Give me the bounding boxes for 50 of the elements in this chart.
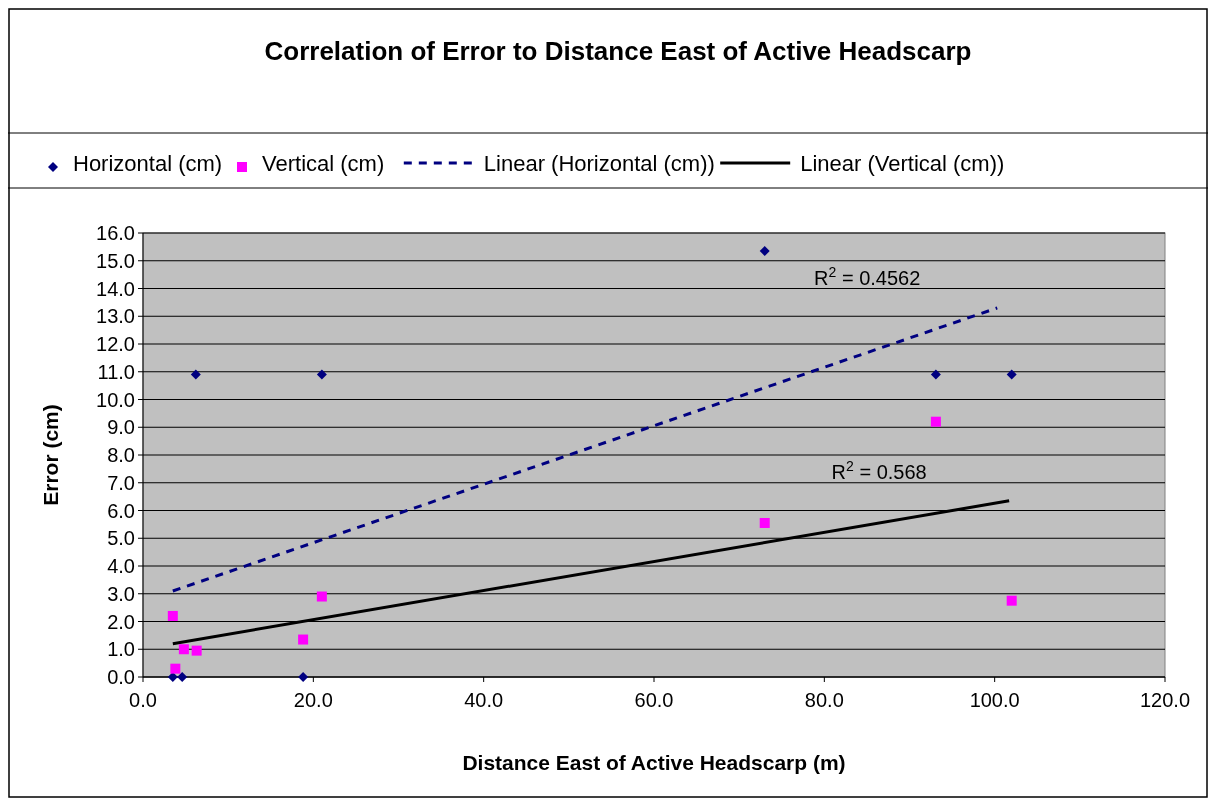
point: [191, 645, 202, 656]
point: [178, 644, 189, 655]
y-tick-label: 16.0: [96, 222, 135, 244]
point: [170, 663, 181, 674]
y-tick-label: 2.0: [107, 610, 135, 633]
x-tick-label: 120.0: [1139, 689, 1191, 711]
x-tick-label: 40.0: [464, 689, 504, 711]
point: [167, 672, 178, 682]
y-tick-label: 11.0: [97, 360, 135, 383]
point: [1006, 369, 1017, 380]
x-tick-label: 100.0: [969, 689, 1020, 711]
x-tick-label: 20.0: [293, 689, 333, 711]
y-tick-label: 8.0: [107, 444, 135, 466]
y-tick-label: 6.0: [107, 499, 135, 522]
point: [759, 246, 770, 257]
point: [316, 369, 327, 380]
point: [930, 416, 941, 427]
annotation: R$^{2}$ = 0.568: [831, 457, 927, 483]
legend-label: Horizontal (cm): [73, 151, 223, 176]
y-tick-label: 5.0: [107, 527, 135, 550]
point: [1006, 595, 1017, 606]
point: [167, 610, 178, 621]
x-tick-label: 80.0: [804, 689, 844, 711]
chart-title: Correlation of Error to Distance East of Active Headscarp: [264, 36, 972, 66]
point: [298, 672, 309, 682]
x-tick-label: 60.0: [634, 689, 674, 711]
y-tick-label: 10.0: [96, 388, 135, 411]
point: [177, 672, 188, 682]
point: [316, 591, 327, 602]
point: [298, 634, 309, 645]
y-tick-label: 9.0: [107, 416, 135, 439]
point: [190, 369, 201, 380]
y-tick-label: 15.0: [96, 249, 135, 272]
y-tick-label: 1.0: [107, 638, 135, 661]
y-tick-label: 0.0: [107, 666, 135, 688]
x-axis-title: Distance East of Active Headscarp (m): [462, 751, 846, 774]
point: [759, 517, 770, 528]
legend-label: Linear (Horizontal (cm)): [483, 151, 715, 176]
y-tick-label: 3.0: [107, 582, 135, 605]
point: [930, 369, 941, 380]
y-axis-title: Error (cm): [39, 404, 62, 506]
y-tick-label: 7.0: [107, 471, 135, 494]
y-tick-label: 4.0: [107, 555, 135, 577]
legend-label: Linear (Vertical (cm)): [800, 151, 1005, 176]
y-tick-label: 13.0: [96, 305, 135, 328]
annotation: R$^{2}$ = 0.4562: [814, 263, 921, 289]
y-tick-label: 14.0: [96, 277, 135, 300]
x-tick-label: 0.0: [129, 689, 157, 711]
y-tick-label: 12.0: [96, 333, 135, 355]
legend-label: Vertical (cm): [262, 151, 385, 176]
